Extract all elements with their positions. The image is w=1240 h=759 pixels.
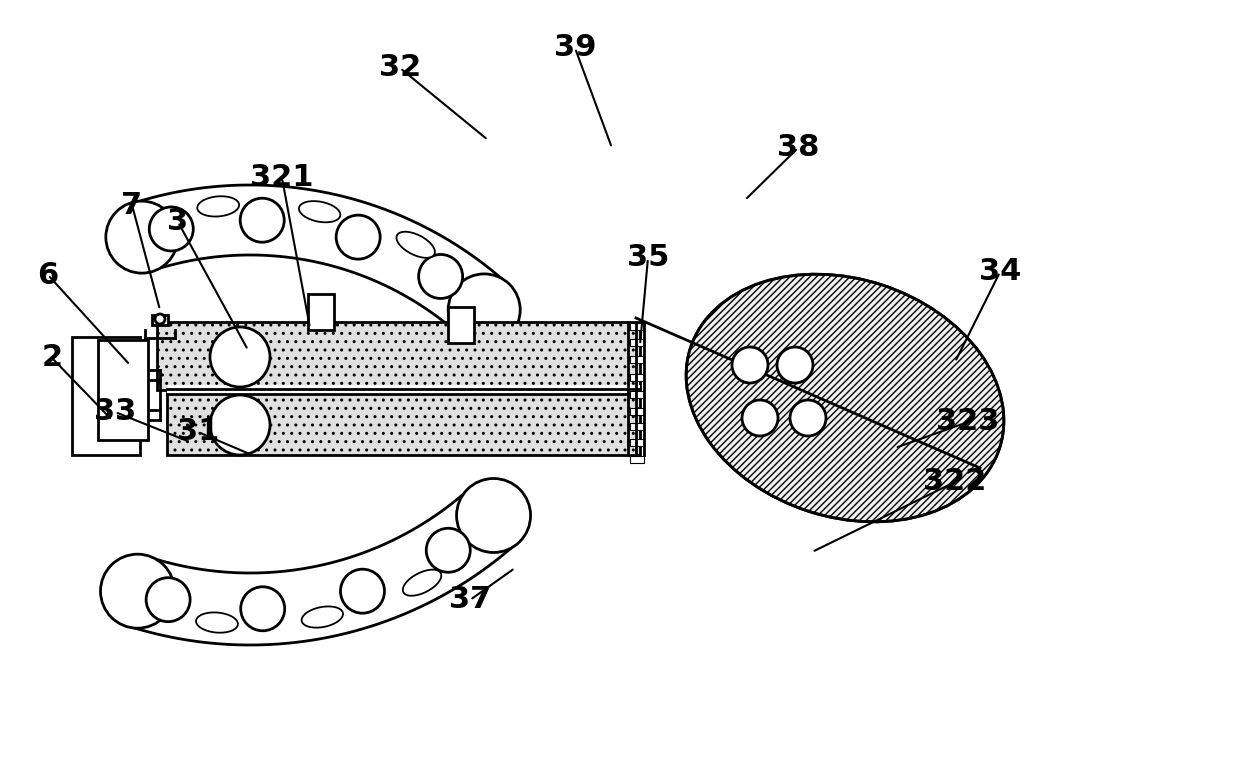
Ellipse shape [197, 197, 239, 216]
Ellipse shape [686, 274, 1004, 522]
Bar [157, 322, 640, 390]
Ellipse shape [301, 606, 343, 628]
Circle shape [777, 347, 813, 383]
Bar [72, 337, 140, 455]
Circle shape [241, 198, 284, 242]
Text: 35: 35 [626, 244, 670, 272]
Bar [630, 423, 644, 430]
Bar [630, 391, 644, 398]
Circle shape [732, 347, 768, 383]
Circle shape [419, 254, 463, 298]
Text: 322: 322 [924, 468, 987, 496]
Text: 37: 37 [449, 585, 491, 615]
Bar [630, 439, 644, 446]
Bar [448, 307, 474, 343]
Bar [167, 393, 640, 455]
Text: 31: 31 [177, 417, 219, 446]
Text: 321: 321 [250, 163, 314, 193]
Text: 3: 3 [167, 207, 188, 237]
Ellipse shape [299, 201, 340, 222]
Circle shape [105, 201, 177, 273]
Text: 6: 6 [37, 260, 58, 289]
Bar [98, 340, 148, 440]
Text: 39: 39 [554, 33, 596, 62]
Text: 7: 7 [122, 191, 143, 219]
Ellipse shape [397, 231, 435, 258]
Circle shape [241, 587, 285, 631]
Circle shape [341, 569, 384, 613]
Bar [630, 374, 644, 381]
Bar [308, 294, 334, 330]
Polygon shape [131, 185, 507, 336]
Bar [630, 323, 644, 330]
Circle shape [155, 314, 165, 324]
Circle shape [427, 528, 470, 572]
Text: 38: 38 [776, 134, 820, 162]
Circle shape [100, 554, 175, 628]
Text: 34: 34 [978, 257, 1022, 286]
Polygon shape [126, 489, 517, 645]
Circle shape [210, 327, 270, 387]
Text: 323: 323 [936, 408, 999, 436]
Circle shape [146, 578, 190, 622]
Circle shape [336, 215, 381, 259]
Ellipse shape [196, 613, 238, 633]
Bar [167, 385, 640, 394]
Bar [630, 339, 644, 346]
Circle shape [448, 274, 521, 346]
Circle shape [456, 478, 531, 553]
Text: 32: 32 [379, 53, 422, 83]
Circle shape [149, 207, 193, 251]
Bar [630, 356, 644, 363]
Text: 2: 2 [41, 344, 62, 373]
Bar [630, 456, 644, 463]
Bar [153, 315, 167, 325]
Circle shape [210, 395, 270, 455]
Circle shape [742, 400, 777, 436]
Circle shape [790, 400, 826, 436]
Ellipse shape [403, 570, 441, 596]
Bar [630, 408, 644, 415]
Text: 33: 33 [94, 398, 136, 427]
